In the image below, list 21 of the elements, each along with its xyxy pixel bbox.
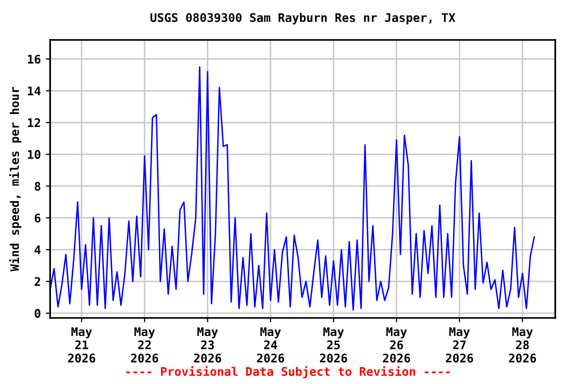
line-series bbox=[50, 66, 535, 311]
x-tick-label: May 21 2026 bbox=[68, 327, 96, 363]
y-tick-label: 16 bbox=[28, 54, 40, 64]
x-tick-label: May 27 2026 bbox=[446, 327, 474, 363]
y-axis-title: Wind speed, miles per hour bbox=[9, 87, 22, 272]
y-tick-label: 12 bbox=[28, 118, 40, 128]
x-tick-label: May 26 2026 bbox=[382, 327, 410, 363]
y-tick-label: 6 bbox=[34, 214, 40, 223]
y-tick-label: 2 bbox=[34, 277, 40, 286]
y-tick-label: 14 bbox=[28, 86, 41, 96]
y-tick-label: 0 bbox=[34, 308, 40, 318]
x-tick-label: May 25 2026 bbox=[320, 327, 348, 363]
chart-title: USGS 08039300 Sam Rayburn Res nr Jasper, TX bbox=[150, 12, 456, 24]
x-tick-label: May 28 2026 bbox=[508, 327, 536, 363]
x-tick-label: May 24 2026 bbox=[256, 327, 284, 363]
y-tick-label: 4 bbox=[34, 246, 41, 254]
y-tick-label: 8 bbox=[34, 182, 40, 191]
x-tick-label: May 23 2026 bbox=[194, 327, 222, 363]
text: ---- Provisional Data Subject to Revision ---- bbox=[126, 366, 450, 378]
x-tick-label: May 22 2026 bbox=[131, 327, 158, 363]
y-tick-label: 10 bbox=[28, 150, 40, 159]
